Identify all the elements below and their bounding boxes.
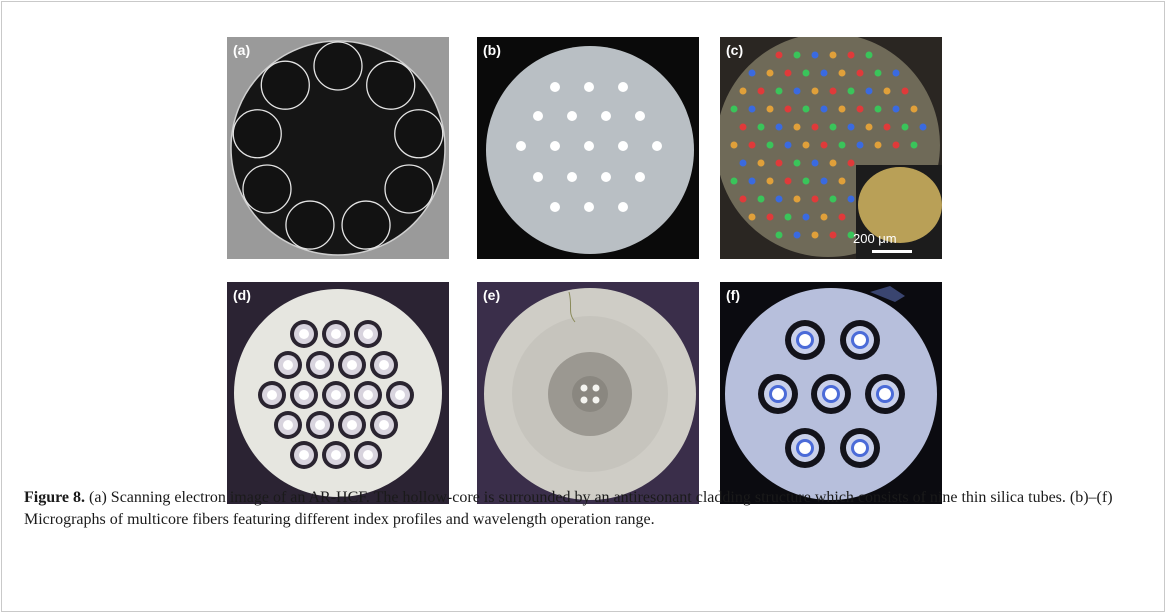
multicore-seven-core-graphic xyxy=(720,282,942,504)
panel-e-micrograph: (e) xyxy=(477,282,699,504)
panel-a-sem-image: (a) xyxy=(227,37,449,259)
panel-d-micrograph: (d) xyxy=(227,282,449,504)
multicore-color-graphic xyxy=(720,37,942,259)
scale-bar-label: 200 μm xyxy=(853,231,897,246)
panel-label-a: (a) xyxy=(233,42,251,58)
multicore-ring-graphic xyxy=(227,282,449,504)
panel-label-e: (e) xyxy=(483,287,501,303)
multicore-four-core-graphic xyxy=(477,282,699,504)
panel-label-f: (f) xyxy=(726,287,740,303)
figure-caption: Figure 8. (a) Scanning electron image of… xyxy=(24,487,1144,531)
ar-hcf-sem-graphic xyxy=(227,37,449,259)
panel-label-d: (d) xyxy=(233,287,251,303)
caption-label: Figure 8. xyxy=(24,489,86,506)
panel-label-b: (b) xyxy=(483,42,501,58)
caption-text: (a) Scanning electron image of an AR-HCF… xyxy=(24,489,1113,528)
panel-label-c: (c) xyxy=(726,42,744,58)
panel-b-micrograph: (b) xyxy=(477,37,699,259)
panel-c-micrograph: (c) 200 μm xyxy=(720,37,942,259)
multicore-19-spots-graphic xyxy=(477,37,699,259)
panel-f-micrograph: (f) xyxy=(720,282,942,504)
